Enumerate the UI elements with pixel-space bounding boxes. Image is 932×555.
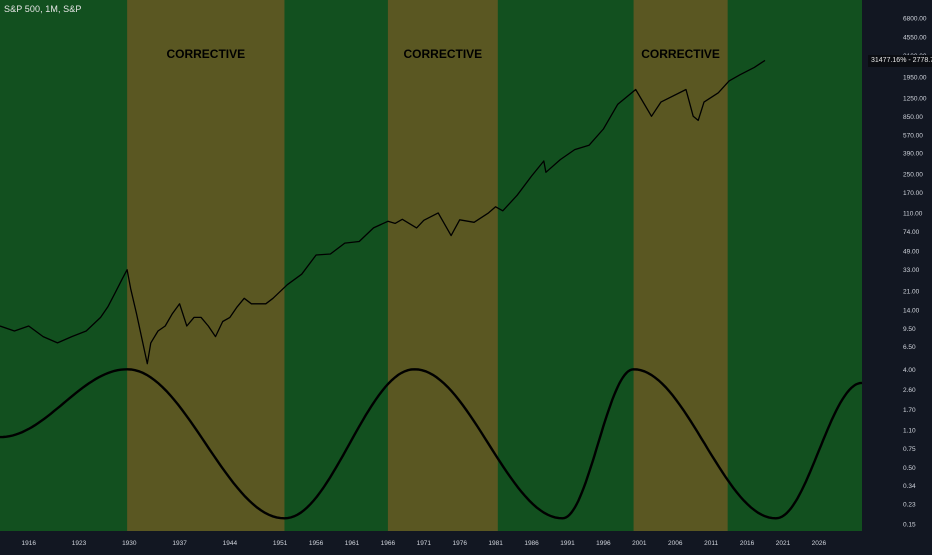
y-tick-label: 570.00 [903,133,923,140]
y-axis-panel[interactable] [862,0,932,550]
x-tick-label: 2021 [776,540,791,547]
y-tick-label: 1.10 [903,428,916,435]
corrective-band [387,0,498,531]
y-tick-label: 49.00 [903,249,920,256]
x-tick-label: 1971 [417,540,432,547]
y-tick-label: 1.70 [903,407,916,414]
y-tick-label: 0.23 [903,502,916,509]
y-tick-label: 2.60 [903,387,916,394]
y-tick-label: 1250.00 [903,96,927,103]
x-tick-label: 1986 [524,540,539,547]
x-tick-label: 1956 [309,540,324,547]
x-tick-label: 2011 [704,540,718,547]
x-tick-label: 1996 [596,540,611,547]
y-tick-label: 0.15 [903,522,916,529]
y-tick-label: 0.75 [903,446,916,453]
corrective-label: CORRECTIVE [166,47,245,61]
y-tick-label: 6.50 [903,344,916,351]
corrective-label: CORRECTIVE [641,47,720,61]
y-tick-label: 0.50 [903,465,916,472]
y-tick-label: 1950.00 [903,75,927,82]
y-tick-label: 390.00 [903,151,923,158]
x-tick-label: 1937 [172,540,187,547]
x-tick-label: 1966 [381,540,396,547]
y-tick-label: 6800.00 [903,16,927,23]
y-tick-label: 250.00 [903,172,923,179]
x-tick-label: 1976 [452,540,467,547]
price-line [0,59,766,365]
x-tick-label: 2026 [812,540,827,547]
x-tick-label: 1981 [488,540,503,547]
x-tick-label: 1951 [273,540,288,547]
cycle-line [0,368,863,520]
corrective-band [633,0,728,531]
x-tick-label: 1944 [223,540,238,547]
last-price-tag: 31477.16% - 2778.79 [868,55,932,67]
corrective-band [127,0,285,531]
y-tick-label: 14.00 [903,308,920,315]
x-tick-label: 1961 [345,540,360,547]
x-tick-label: 2016 [740,540,755,547]
x-tick-label: 1930 [122,540,137,547]
x-axis-panel[interactable] [0,531,932,550]
y-tick-label: 4550.00 [903,35,927,42]
y-tick-label: 850.00 [903,114,923,121]
x-tick-label: 2001 [632,540,647,547]
y-tick-label: 4.00 [903,367,916,374]
y-tick-label: 0.34 [903,483,916,490]
y-tick-label: 110.00 [903,210,923,217]
x-tick-label: 1916 [21,540,36,547]
y-tick-label: 170.00 [903,190,923,197]
symbol-title: S&P 500, 1M, S&P [4,4,82,14]
x-tick-label: 1991 [560,540,575,547]
x-tick-label: 2006 [668,540,683,547]
y-tick-label: 21.00 [903,289,920,296]
y-tick-label: 33.00 [903,267,920,274]
corrective-label: CORRECTIVE [404,47,483,61]
y-tick-label: 74.00 [903,229,920,236]
y-tick-label: 9.50 [903,326,916,333]
x-tick-label: 1923 [72,540,87,547]
